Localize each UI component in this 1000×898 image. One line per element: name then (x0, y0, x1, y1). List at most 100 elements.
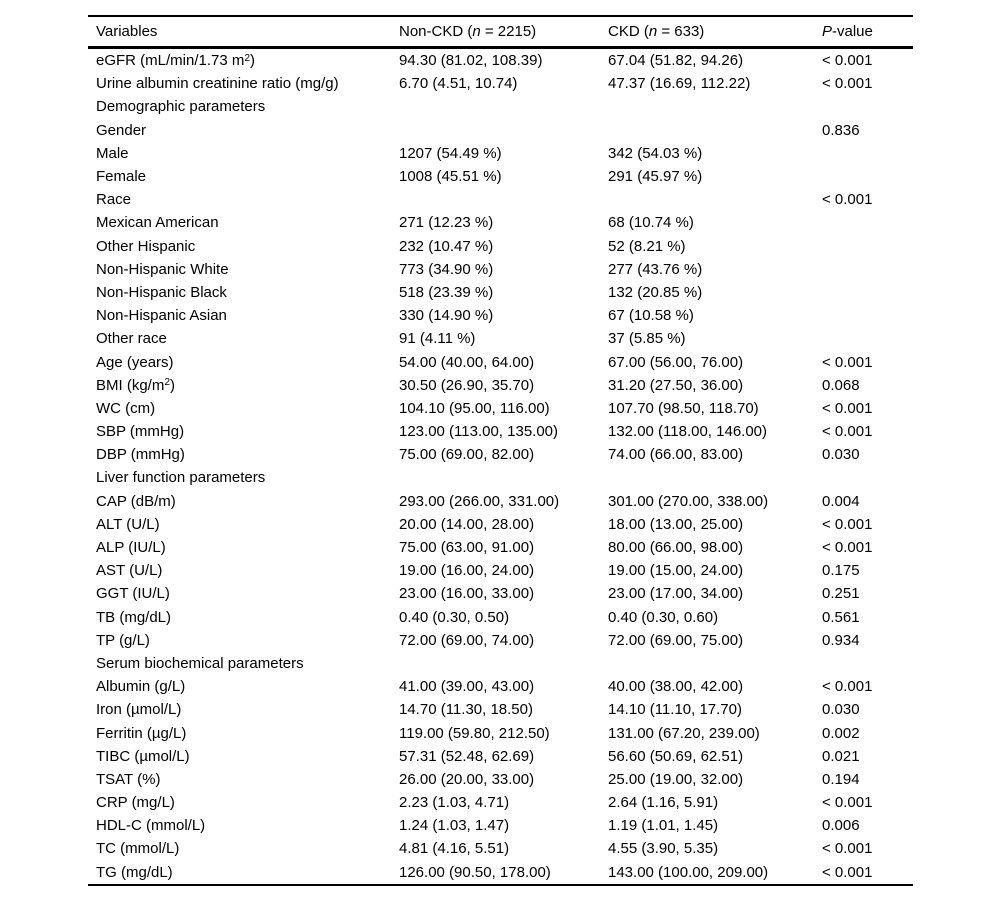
cell-variable: Age (years) (96, 353, 174, 371)
cell-ckd (608, 188, 822, 211)
cell-nonckd: 19.00 (16.00, 24.00) (399, 562, 535, 580)
cell-variable: Non-Hispanic Asian (96, 307, 227, 325)
cell-nonckd: 94.30 (81.02, 108.39) (399, 52, 543, 70)
table-row: Ferritin (µg/L) 119.00 (59.80, 212.50) 131… (88, 721, 913, 744)
cell-nonckd: 2.23 (1.03, 4.71) (399, 794, 510, 812)
cell-pvalue: 0.021 (822, 747, 860, 765)
table-body: eGFR (mL/min/1.73 m2) 94.30 (81.02, 108.3… (88, 48, 913, 885)
table-row: TB (mg/dL) 0.40 (0.30, 0.50) 0.40 (0.30, 0… (88, 606, 913, 629)
cell-nonckd: 4.81 (4.16, 5.51) (399, 840, 510, 858)
cell-nonckd: 123.00 (113.00, 135.00) (399, 423, 559, 441)
cell-pvalue: < 0.001 (822, 840, 873, 858)
cell-variable: Race (96, 191, 132, 209)
cell-ckd: 0.40 (0.30, 0.60) (608, 608, 719, 626)
table-row: Liver function parameters (88, 466, 913, 489)
cell-variable: AST (U/L) (96, 562, 163, 580)
cell-text: eGFR (mL/min/1.73 m (96, 52, 245, 70)
superscript-text: 2 (164, 377, 171, 389)
cell-ckd: 52 (8.21 %) (608, 237, 686, 255)
cell-pvalue (822, 652, 913, 675)
cell-pvalue: 0.836 (822, 121, 860, 139)
header-row: Variables Non-CKD (n = 2215) CKD (n = 63… (88, 16, 913, 49)
cell-ckd: 37 (5.85 %) (608, 330, 686, 348)
superscript-text: 2 (244, 52, 251, 64)
table-row: AST (U/L) 19.00 (16.00, 24.00) 19.00 (15.0… (88, 559, 913, 582)
cell-variable: SBP (mmHg) (96, 423, 185, 441)
cell-nonckd: 30.50 (26.90, 35.70) (399, 376, 535, 394)
cell-nonckd: 1207 (54.49 %) (399, 144, 502, 162)
cell-variable: ALT (U/L) (96, 515, 160, 533)
cell-variable: Demographic parameters (96, 98, 266, 116)
cell-variable: TIBC (µmol/L) (96, 747, 190, 765)
cell-pvalue (822, 235, 913, 258)
table-row: Age (years) 54.00 (40.00, 64.00) 67.00 (56… (88, 350, 913, 373)
cell-ckd: 80.00 (66.00, 98.00) (608, 539, 744, 557)
cell-ckd: 143.00 (100.00, 209.00) (608, 863, 769, 881)
col-header-pvalue-p: P (822, 23, 833, 40)
cell-ckd: 132 (20.85 %) (608, 283, 703, 301)
cell-pvalue: < 0.001 (822, 75, 873, 93)
cell-pvalue: 0.004 (822, 492, 860, 510)
cell-pvalue (822, 281, 913, 304)
table-row: GGT (IU/L) 23.00 (16.00, 33.00) 23.00 (17.… (88, 582, 913, 605)
cell-ckd: 301.00 (270.00, 338.00) (608, 492, 769, 510)
table-row: Non-Hispanic Black 518 (23.39 %) 132 (20.8… (88, 281, 913, 304)
table-row: Serum biochemical parameters (88, 652, 913, 675)
cell-ckd: 68 (10.74 %) (608, 214, 694, 232)
cell-nonckd: 1.24 (1.03, 1.47) (399, 817, 510, 835)
table-row: WC (cm) 104.10 (95.00, 116.00) 107.70 (98.… (88, 397, 913, 420)
cell-variable: TB (mg/dL) (96, 608, 172, 626)
cell-pvalue: 0.006 (822, 817, 860, 835)
cell-nonckd (399, 466, 608, 489)
col-header-ckd: CKD (n = 633) (608, 16, 822, 49)
cell-nonckd: 1008 (45.51 %) (399, 168, 502, 186)
summary-table-container: Variables Non-CKD (n = 2215) CKD (n = 63… (88, 15, 913, 886)
table-row: Demographic parameters (88, 95, 913, 118)
cell-pvalue (822, 165, 913, 188)
table-row: Non-Hispanic Asian 330 (14.90 %) 67 (10.58… (88, 304, 913, 327)
cell-text: ) (250, 52, 256, 70)
cell-ckd: 1.19 (1.01, 1.45) (608, 817, 719, 835)
cell-pvalue: 0.068 (822, 376, 860, 394)
table-header: Variables Non-CKD (n = 2215) CKD (n = 63… (88, 16, 913, 49)
cell-variable: Albumin (g/L) (96, 678, 186, 696)
cell-pvalue: < 0.001 (822, 353, 873, 371)
cell-ckd: 132.00 (118.00, 146.00) (608, 423, 768, 441)
cell-variable: CAP (dB/m) (96, 492, 176, 510)
cell-variable: Female (96, 168, 147, 186)
cell-nonckd: 72.00 (69.00, 74.00) (399, 631, 535, 649)
cell-nonckd: 23.00 (16.00, 33.00) (399, 585, 535, 603)
table-row: Other Hispanic 232 (10.47 %) 52 (8.21 %) (88, 235, 913, 258)
table-row: DBP (mmHg) 75.00 (69.00, 82.00) 74.00 (66.… (88, 443, 913, 466)
cell-pvalue (822, 95, 913, 118)
cell-ckd: 291 (45.97 %) (608, 168, 703, 186)
table-row: Albumin (g/L) 41.00 (39.00, 43.00) 40.00 (… (88, 675, 913, 698)
cell-variable: Male (96, 144, 129, 162)
col-header-ckd-pre: CKD ( (608, 23, 649, 40)
cell-variable: TSAT (%) (96, 770, 161, 788)
cell-pvalue (822, 258, 913, 281)
cell-nonckd: 126.00 (90.50, 178.00) (399, 863, 551, 881)
table-row: Gender 0.836 (88, 119, 913, 142)
table-row: eGFR (mL/min/1.73 m2) 94.30 (81.02, 108.3… (88, 48, 913, 73)
cell-pvalue (822, 211, 913, 234)
cell-pvalue: 0.002 (822, 724, 860, 742)
cell-pvalue (822, 466, 913, 489)
cell-ckd: 67 (10.58 %) (608, 307, 694, 325)
cell-variable: Urine albumin creatinine ratio (mg/g) (96, 75, 339, 93)
cell-pvalue: 0.030 (822, 446, 860, 464)
col-header-pvalue-post: -value (832, 23, 873, 40)
cell-variable: WC (cm) (96, 399, 156, 417)
cell-ckd (608, 119, 822, 142)
cell-variable: Mexican American (96, 214, 219, 232)
cell-ckd: 4.55 (3.90, 5.35) (608, 840, 719, 858)
cell-variable: Gender (96, 121, 147, 139)
cell-variable: Other race (96, 330, 167, 348)
col-header-nonckd-pre: Non-CKD ( (399, 23, 473, 40)
cell-nonckd: 119.00 (59.80, 212.50) (399, 724, 550, 742)
table-row: TC (mmol/L) 4.81 (4.16, 5.51) 4.55 (3.90, … (88, 837, 913, 860)
cell-text: BMI (kg/m (96, 376, 165, 394)
cell-pvalue (822, 327, 913, 350)
cell-pvalue: < 0.001 (822, 52, 873, 70)
cell-pvalue: < 0.001 (822, 399, 873, 417)
